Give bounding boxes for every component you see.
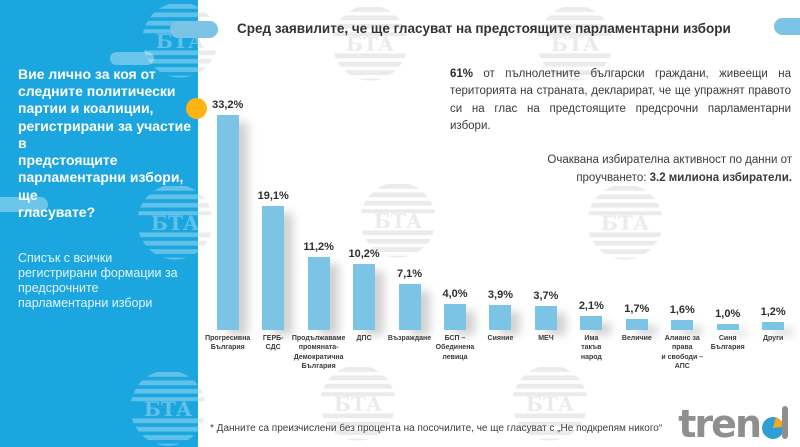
bar xyxy=(216,114,239,330)
svg-text:БТА: БТА xyxy=(144,397,193,421)
pie-chart-icon xyxy=(762,417,784,439)
bar-chart: 33,2% Прогресивна България 19,1% ГЕРБ- СДС 1… xyxy=(205,88,796,372)
sidebar-note: Списък с всички регистрирани формации за… xyxy=(18,251,178,310)
bar xyxy=(671,319,694,330)
chart-slot: 4,0% БСП – Обединена левица xyxy=(432,88,477,372)
expected-turnout-paragraph: Очаквана избирателна активност по данни … xyxy=(537,152,792,188)
decor-pill xyxy=(110,52,154,65)
svg-text:БТА: БТА xyxy=(526,392,575,416)
sidebar: БТА БТА БТА Вие лично за коя от следните… xyxy=(0,0,198,447)
page-title: Сред заявилите, че ще гласуват на предст… xyxy=(237,21,731,36)
chart-slot: 1,6% Алианс за права и свободи – АПС xyxy=(660,88,705,372)
bar-category-label: Продължаваме промяната- Демократична Бъл… xyxy=(291,335,346,371)
bar-value-label: 7,1% xyxy=(397,268,423,280)
decor-pill xyxy=(774,18,800,35)
bar xyxy=(443,304,466,330)
bar-value-label: 4,0% xyxy=(442,288,468,301)
bar-category-label: Величие xyxy=(621,335,652,342)
yellow-dot-accent xyxy=(186,98,207,119)
bta-watermark: БТА xyxy=(128,368,198,447)
chart-slot: 10,2% ДПС xyxy=(341,88,386,372)
chart-slot: 3,7% МЕЧ xyxy=(523,88,568,372)
expected-voters: 3.2 милиона избиратели. xyxy=(649,171,792,184)
bar-value-label: 10,2% xyxy=(348,247,380,260)
decor-pill xyxy=(170,21,218,38)
trend-logo: tren xyxy=(678,401,788,446)
bar-value-label: 3,7% xyxy=(533,290,559,302)
bar-value-label: 33,2% xyxy=(212,98,244,111)
bar-category-label: БСП – Обединена левица xyxy=(435,335,475,361)
bar xyxy=(716,323,739,330)
letter-d-stem xyxy=(782,406,788,439)
chart-slot: 3,9% Сияние xyxy=(478,88,523,372)
chart-slot: 1,7% Величие xyxy=(614,88,659,372)
bar-value-label: 1,7% xyxy=(624,303,650,315)
bar-value-label: 11,2% xyxy=(303,241,334,254)
chart-slot: 2,1% Има такъв народ xyxy=(569,88,614,372)
bar xyxy=(762,322,785,330)
bar xyxy=(398,284,421,330)
chart-slot: 33,2% Прогресивна България xyxy=(205,88,250,372)
bar-value-label: 19,1% xyxy=(257,190,289,203)
bar-category-label: ДПС xyxy=(356,335,372,342)
trend-logo-text: tren xyxy=(678,401,762,446)
chart-slot: 19,1% ГЕРБ- СДС xyxy=(250,88,295,372)
bar-category-label: ГЕРБ- СДС xyxy=(262,335,284,352)
decor-pill xyxy=(0,197,48,212)
trend-logo-letter-d xyxy=(762,404,788,441)
bar xyxy=(625,319,648,330)
turnout-percentage: 61% xyxy=(450,68,474,80)
bar-value-label: 1,2% xyxy=(760,306,786,319)
bar xyxy=(353,263,376,330)
bar xyxy=(534,306,557,330)
bar xyxy=(262,206,285,330)
chart-slot: 1,2% Други xyxy=(750,88,795,372)
bar-value-label: 3,9% xyxy=(487,288,513,301)
expected-text: Очаквана избирателна активност по данни … xyxy=(547,154,792,184)
bar xyxy=(307,257,330,330)
svg-text:БТА: БТА xyxy=(334,392,383,416)
bar-category-label: Други xyxy=(763,335,784,342)
chart-slot: 11,2% Продължаваме промяната- Демократичн… xyxy=(292,88,346,372)
chart-slot: 1,0% Синя България xyxy=(705,88,750,372)
bar-category-label: МЕЧ xyxy=(538,335,554,342)
footnote: * Данните са преизчислени без процента н… xyxy=(210,423,663,434)
bar-value-label: 1,0% xyxy=(715,307,741,320)
bta-watermark: БТА xyxy=(330,3,410,83)
bar-value-label: 2,1% xyxy=(578,300,604,313)
chart-slot: 7,1% Възраждане xyxy=(387,88,432,372)
bar-category-label: Прогресивна България xyxy=(205,335,251,352)
bar xyxy=(489,304,512,330)
bar xyxy=(580,316,603,330)
bar-category-label: Възраждане xyxy=(387,335,432,342)
bar-category-label: Има такъв народ xyxy=(580,335,602,361)
survey-question: Вие лично за коя от следните политически… xyxy=(18,66,192,220)
bar-category-label: Сияние xyxy=(487,335,514,342)
bar-value-label: 1,6% xyxy=(669,303,695,316)
bar-category-label: Алианс за права и свободи – АПС xyxy=(661,335,704,371)
bar-category-label: Синя България xyxy=(710,335,745,352)
